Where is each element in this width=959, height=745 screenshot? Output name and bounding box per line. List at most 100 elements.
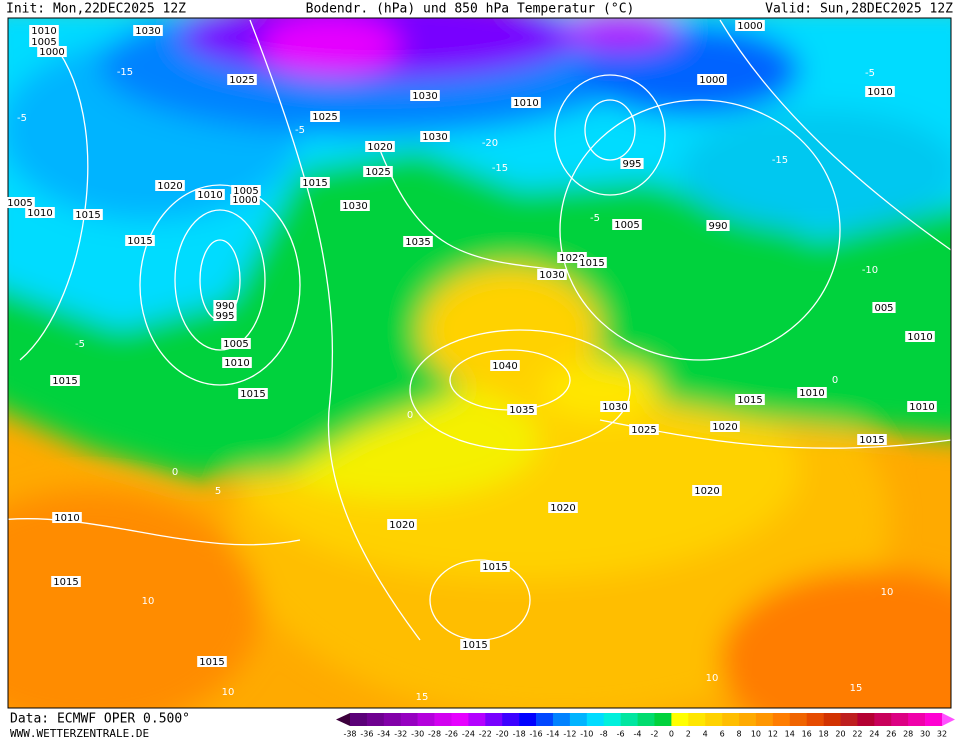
valid-time: Valid: Sun,28DEC2025 12Z [765, 2, 953, 17]
isobar-label: 1000 [39, 47, 64, 58]
isobar-label-box [600, 401, 630, 412]
isobar-label: 1020 [712, 422, 737, 433]
colorbar-label: 24 [869, 730, 879, 739]
colorbar-segment [705, 713, 723, 726]
temperature-label: -10 [862, 265, 878, 276]
colorbar-label: 16 [802, 730, 812, 739]
temperature-label: -5 [865, 68, 875, 79]
isobar-label: 1020 [157, 181, 182, 192]
isobar-label: 1020 [694, 486, 719, 497]
colorbar-segment [552, 713, 571, 726]
colorbar-label: 10 [751, 730, 761, 739]
isobar-label-box [857, 434, 887, 445]
colorbar-label: 6 [720, 730, 725, 739]
colorbar-segment [722, 713, 740, 726]
isobar-label-box [557, 252, 587, 263]
colorbar-segment [620, 713, 638, 726]
colorbar-segment [586, 713, 605, 726]
isobar-label-box [548, 502, 578, 513]
colorbar-label: -36 [360, 730, 373, 739]
isobar-label: 1030 [412, 91, 437, 102]
colorbar-label: 12 [768, 730, 778, 739]
isobar-label-box [52, 512, 82, 523]
isobar-label-box [907, 401, 937, 412]
isobar-label-box [125, 235, 155, 246]
isobar-label: 1020 [550, 503, 575, 514]
isobar-label: 1035 [405, 237, 430, 248]
isobar-label: 1015 [579, 258, 604, 269]
colorbar-arrow [336, 713, 350, 726]
isobar-label-box [507, 404, 537, 415]
colorbar-label: 20 [835, 730, 845, 739]
isobar-label: 1030 [539, 270, 564, 281]
isobar-label: 1020 [367, 142, 392, 153]
isobar-label: 990 [215, 301, 234, 312]
colorbar-label: 0 [669, 730, 674, 739]
temperature-label: -5 [17, 113, 27, 124]
isobar-label-box [480, 561, 510, 572]
colorbar-segment [350, 713, 368, 726]
temperature-label: 10 [142, 596, 155, 607]
isobar-label: 1035 [509, 405, 534, 416]
colorbar-label: 8 [736, 730, 741, 739]
colorbar-segment [823, 713, 841, 726]
isobar-label-box [51, 576, 81, 587]
isobar-label: 1015 [53, 577, 78, 588]
isobar-label-box [410, 90, 440, 101]
colorbar-segment [654, 713, 672, 726]
colorbar-segment [637, 713, 655, 726]
colorbar-segment [536, 713, 554, 726]
colorbar-segment [925, 713, 943, 726]
isobar-label: 1020 [389, 520, 414, 531]
isobar-label-box [25, 207, 55, 218]
isobar-label-box [735, 394, 765, 405]
isobar-label: 1010 [27, 208, 52, 219]
colorbar-label: -38 [343, 730, 356, 739]
colorbar-label: -6 [617, 730, 625, 739]
isobar-label: 1000 [232, 195, 257, 206]
colorbar-segment [366, 713, 385, 726]
isobar-label: 1005 [31, 37, 56, 48]
colorbar-segment [874, 713, 892, 726]
temperature-label: -15 [772, 155, 788, 166]
isobar-label: 1000 [699, 75, 724, 86]
isobar-label: 995 [622, 159, 641, 170]
data-source: Data: ECMWF OPER 0.500° [10, 712, 190, 727]
temperature-label: 10 [222, 687, 235, 698]
map-title: Bodendr. (hPa) und 850 hPa Temperatur (°… [306, 2, 635, 17]
isobar-label-box [577, 257, 607, 268]
colorbar-label: -10 [580, 730, 593, 739]
temperature-label: 15 [416, 692, 429, 703]
colorbar-label: -26 [445, 730, 458, 739]
colorbar-segment [603, 713, 621, 726]
colorbar-label: -4 [634, 730, 642, 739]
colorbar-segment [688, 713, 706, 726]
isobar-label-box [29, 25, 59, 36]
isobar-label-box [735, 20, 765, 31]
isobar-label: 1005 [233, 186, 258, 197]
colorbar-label: 22 [852, 730, 862, 739]
colorbar-segment [755, 713, 774, 726]
isobar-label: 1030 [135, 26, 160, 37]
temperature-label: 10 [706, 673, 719, 684]
colorbar-segment [806, 713, 824, 726]
isobar-label: 1015 [75, 210, 100, 221]
colorbar-segment [569, 713, 588, 726]
isobar-label-box [612, 219, 642, 230]
colorbar-label: 32 [937, 730, 947, 739]
colorbar-segment [400, 713, 418, 726]
isobar-label-box [537, 269, 567, 280]
colorbar-label: 26 [886, 730, 896, 739]
colorbar-segment [502, 713, 520, 726]
isobar-label: 1025 [229, 75, 254, 86]
isobar-label-box [195, 189, 225, 200]
isobar-label: 1015 [127, 236, 152, 247]
isobar-label: 1015 [240, 389, 265, 400]
temperature-label: -5 [295, 125, 305, 136]
isobar-label-box [133, 25, 163, 36]
temperature-label: -5 [590, 213, 600, 224]
isobar-label: 1005 [614, 220, 639, 231]
isobar-label-box [710, 421, 740, 432]
